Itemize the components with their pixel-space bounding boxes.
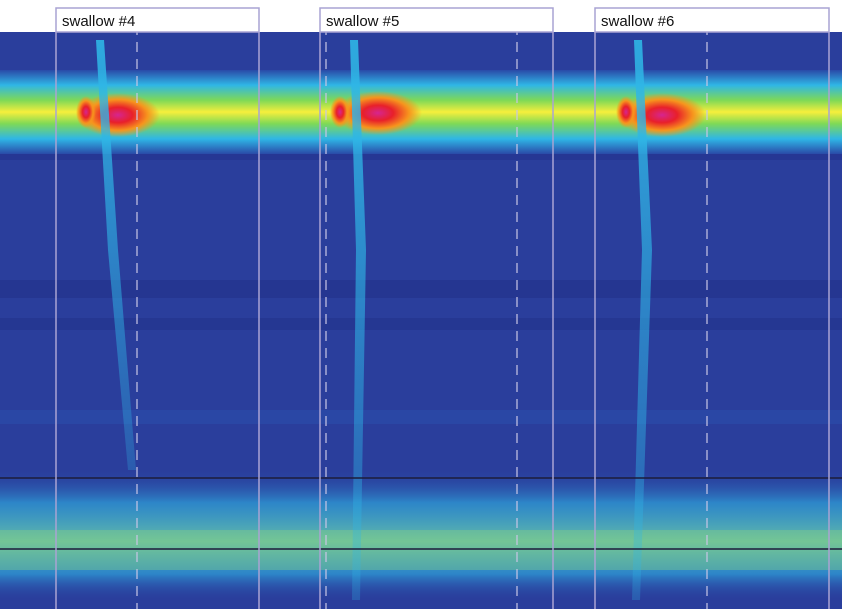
- contraction-wave: [350, 40, 366, 600]
- lower-sphincter-band-core: [0, 530, 842, 570]
- swallow-hotspot: [76, 96, 96, 128]
- swallow-hotspot: [76, 93, 160, 137]
- low-pressure-stripe: [0, 150, 842, 160]
- swallow-hotspot: [616, 96, 636, 128]
- low-pressure-stripe: [0, 280, 842, 298]
- low-pressure-stripe: [0, 410, 842, 424]
- low-pressure-stripe: [0, 318, 842, 330]
- window-label-box: [319, 7, 554, 33]
- contraction-wave: [632, 40, 652, 600]
- window-label-box: [594, 7, 830, 33]
- lower-sphincter-band: [0, 470, 842, 600]
- swallow-hotspot: [330, 96, 350, 128]
- swallow-label-6: swallow #6: [601, 13, 674, 30]
- contraction-wave: [96, 40, 136, 470]
- window-label-box: [55, 7, 260, 33]
- swallow-label-5: swallow #5: [326, 13, 399, 30]
- swallow-label-4: swallow #4: [62, 13, 135, 30]
